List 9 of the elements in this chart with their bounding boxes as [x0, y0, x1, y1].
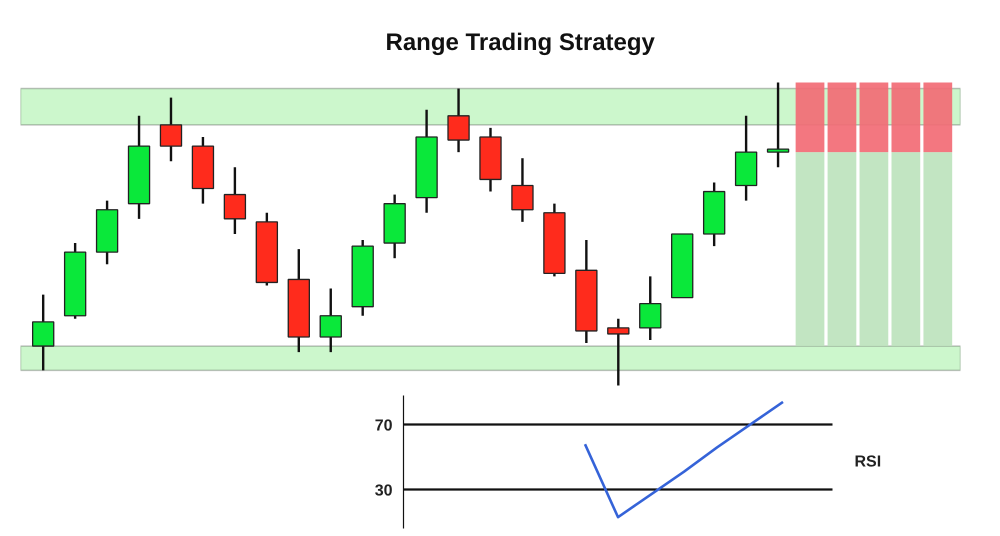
candlestick	[160, 96, 182, 162]
y-tick-label: 30	[374, 482, 393, 500]
y-tick-label: 70	[374, 418, 393, 435]
chart-title: Range Trading Strategy	[386, 29, 656, 56]
candlestick	[607, 318, 630, 387]
candlestick	[766, 81, 790, 169]
candlestick	[320, 287, 342, 354]
line-series	[584, 400, 784, 518]
y-axis-title: RSI	[854, 454, 882, 470]
